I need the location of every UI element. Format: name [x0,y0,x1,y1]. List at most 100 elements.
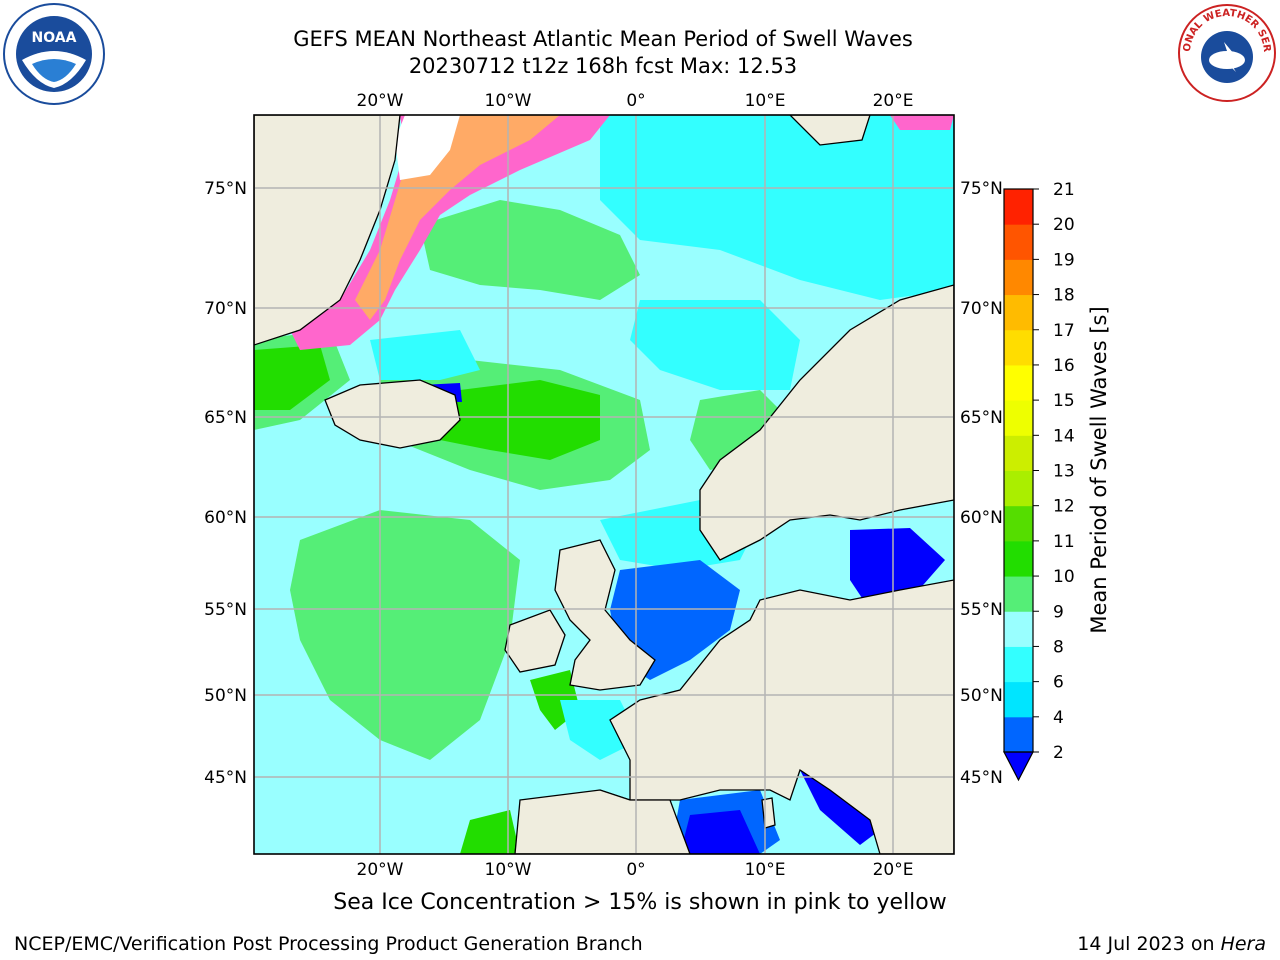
colorbar-segment [1004,294,1033,331]
sea-ice-svalbard [890,115,954,130]
swell-period-field [254,115,954,854]
lat-label: 75°N [204,179,247,199]
colorbar-tick-label: 11 [1053,532,1075,552]
land-masses [254,115,954,854]
lat-label: 70°N [960,299,1003,319]
lat-label: 75°N [960,179,1003,199]
noaa-logo: NOAA [3,3,105,105]
lon-label: 10°E [745,860,786,880]
colorbar-tick-label: 10 [1053,567,1075,587]
lon-label: 20°E [873,860,914,880]
lon-label: 0° [626,91,645,111]
colorbar-tick-label: 8 [1053,637,1064,657]
land-iceland [324,379,461,449]
credit-text: NCEP/EMC/Verification Post Processing Pr… [14,933,643,955]
lat-labels-right: 75°N 70°N 65°N 60°N 55°N 50°N 45°N [960,179,1003,788]
lat-label: 70°N [204,299,247,319]
colorbar-segment [1004,646,1033,683]
lon-label: 10°W [485,860,532,880]
colorbar-segment [1004,364,1033,401]
lat-label: 50°N [960,686,1003,706]
lon-label: 10°W [485,91,532,111]
colorbar-tick-label: 2 [1053,743,1064,763]
map-subtitle: 20230712 t12z 168h fcst Max: 12.53 [408,54,798,78]
colorbar-segment [1004,505,1033,542]
colorbar-segment [1004,400,1033,436]
field-lt2-adriatic [800,770,880,845]
lat-label: 55°N [204,600,247,620]
colorbar: 2 4 6 8 9 10 11 12 13 14 15 16 17 18 19 20 21 [1003,180,1075,782]
colorbar-segment [1004,611,1033,647]
lat-label: 65°N [204,408,247,428]
colorbar-tick-label: 12 [1053,497,1075,517]
lon-labels-top: 20°W 10°W 0° 10°E 20°E [357,91,914,111]
map-frame [253,114,955,855]
colorbar-tick-label: 16 [1053,356,1075,376]
colorbar-tick-label: 17 [1053,321,1075,341]
colorbar-tick-label: 14 [1053,426,1075,446]
date-prefix: 14 Jul 2023 on [1077,933,1221,955]
nws-logo: NATIONAL WEATHER SERVICE [1176,2,1276,102]
lon-label: 10°E [745,91,786,111]
colorbar-label: Mean Period of Swell Waves [s] [1087,306,1111,633]
land-scandinavia [699,284,954,561]
sea-ice-note: Sea Ice Concentration > 15% is shown in … [333,890,947,915]
machine-name: Hera [1220,933,1266,955]
colorbar-segment [1004,259,1033,296]
lon-label: 0° [626,860,645,880]
date-text: 14 Jul 2023 on Hera [1077,933,1266,955]
colorbar-segment [1004,681,1033,718]
colorbar-tick-label: 15 [1053,391,1075,411]
land-svalbard [789,115,871,146]
lat-label: 55°N [960,600,1003,620]
colorbar-segment [1004,189,1033,225]
lat-label: 60°N [960,508,1003,528]
field-10-11-west [254,345,330,410]
colorbar-segment [1004,435,1033,471]
lat-label: 45°N [960,768,1003,788]
field-10-11-central [440,380,600,460]
lon-labels-bottom: 20°W 10°W 0° 10°E 20°E [357,860,914,880]
land-ireland [504,609,566,673]
field-6-8-norwegian [630,300,800,390]
lat-labels-left: 75°N 70°N 65°N 60°N 55°N 50°N 45°N [204,179,247,788]
map-title: GEFS MEAN Northeast Atlantic Mean Period… [293,27,913,51]
field-6-8-iceland [370,330,480,380]
field-lt2-med [680,810,760,854]
sea-ice-core [395,115,460,180]
colorbar-tick-label: 20 [1053,215,1075,235]
land-corsica [761,797,776,829]
lon-label: 20°W [357,91,404,111]
colorbar-extend-arrow [1003,751,1034,782]
lon-label: 20°E [873,91,914,111]
colorbar-segment [1004,329,1033,366]
lon-label: 20°W [357,860,404,880]
colorbar-segment [1004,470,1033,507]
map-area [254,115,954,854]
colorbar-segment [1004,716,1033,753]
colorbar-segment [1004,576,1033,612]
colorbar-tick-label: 18 [1053,286,1075,306]
field-6-8-north [600,115,954,300]
colorbar-segment [1004,540,1033,577]
land-iberia [514,789,691,854]
land-greenland [254,115,401,346]
field-9-10-atlantic [290,510,520,760]
colorbar-tick-label: 13 [1053,462,1075,482]
colorbar-tick-label: 21 [1053,180,1075,200]
lat-label: 45°N [204,768,247,788]
field-10-11-iberia [460,810,520,854]
colorbar-tick-label: 9 [1053,602,1064,622]
lat-label: 60°N [204,508,247,528]
lat-label: 65°N [960,408,1003,428]
field-9-10-north [420,200,640,300]
graticule [254,115,954,854]
land-great-britain [554,539,656,691]
lat-label: 50°N [204,686,247,706]
colorbar-tick-label: 4 [1053,708,1064,728]
noaa-logo-text: NOAA [32,30,77,46]
field-lt2-baltic [850,528,945,610]
colorbar-tick-label: 6 [1053,673,1064,693]
colorbar-segment [1004,224,1033,260]
